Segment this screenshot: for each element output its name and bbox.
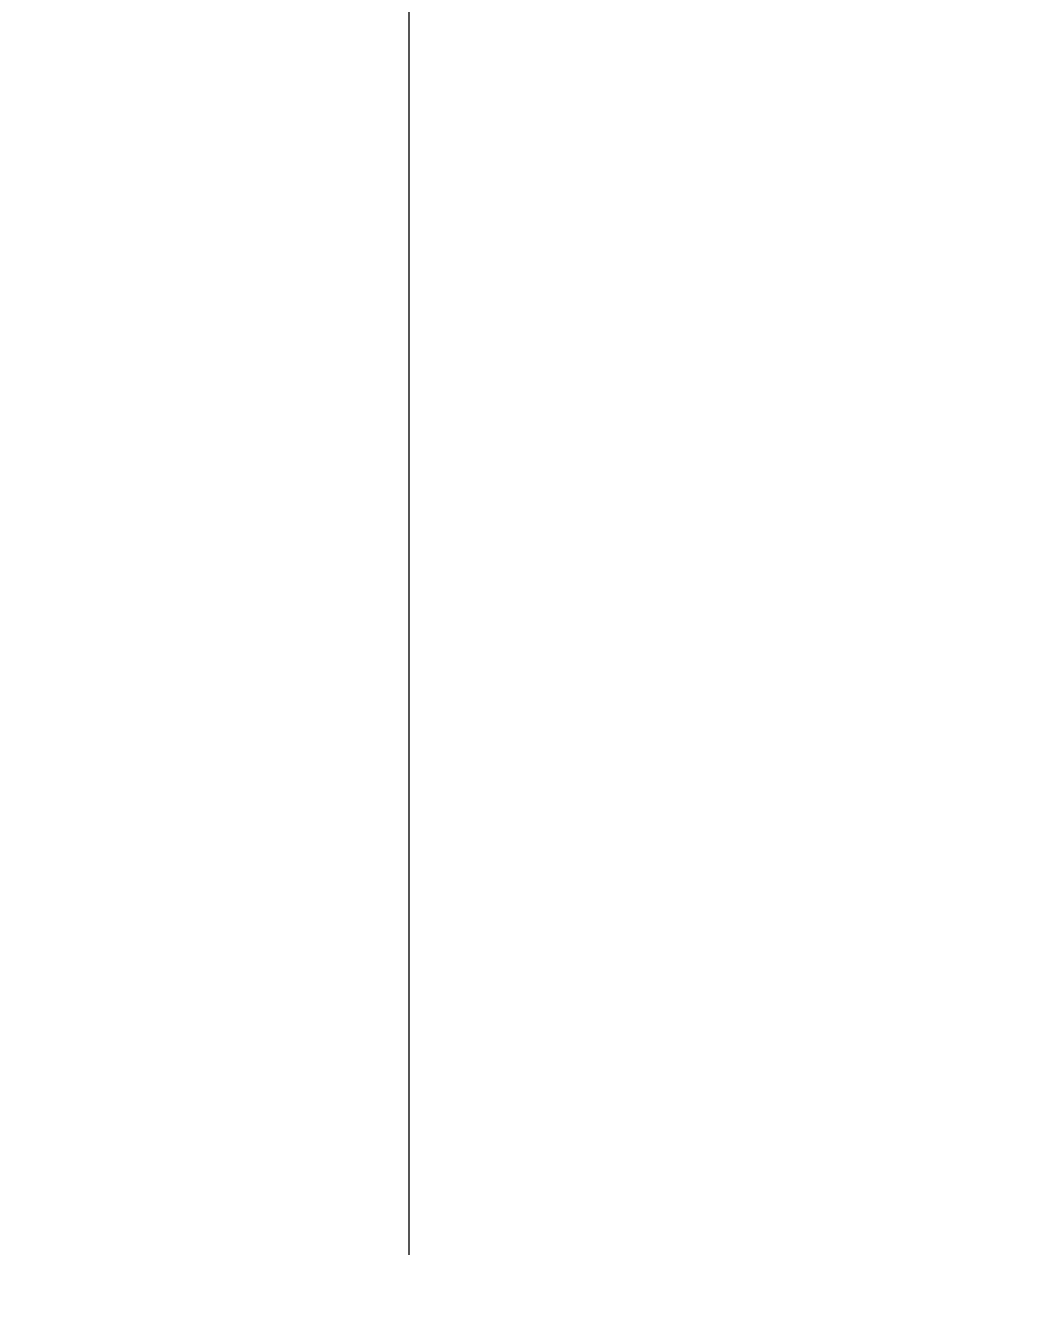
column-divider	[408, 12, 410, 1255]
